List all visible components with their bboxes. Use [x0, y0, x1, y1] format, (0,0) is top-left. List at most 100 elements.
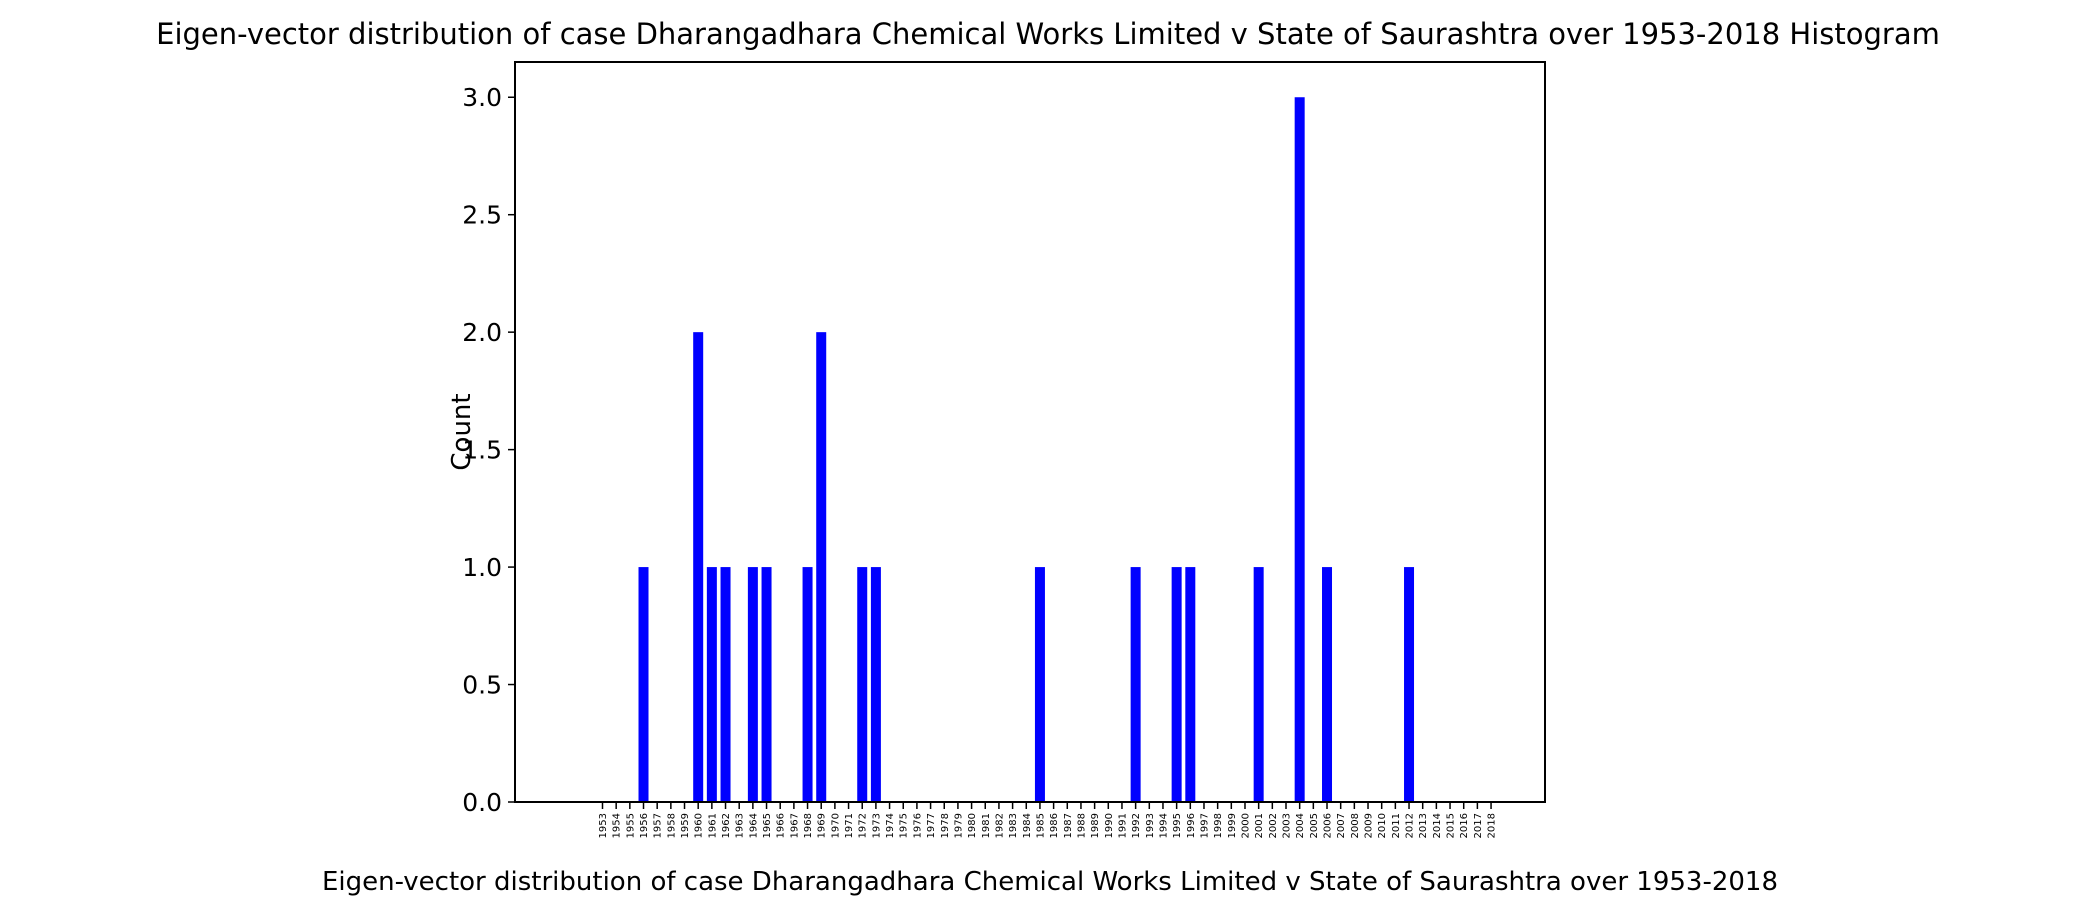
bar-2004: [1294, 97, 1305, 803]
bar-1964: [747, 567, 758, 802]
x-tick-label-1984: 1984: [1022, 813, 1033, 838]
x-tick-label-1970: 1970: [830, 813, 841, 838]
x-tick-label-1973: 1973: [871, 813, 882, 838]
x-tick-label-1980: 1980: [967, 813, 978, 838]
chart-title: Eigen-vector distribution of case Dharan…: [156, 17, 1940, 51]
x-tick-label-2005: 2005: [1309, 813, 1320, 838]
y-axis-ticks: 0.0 0.5 1.0 1.5 2.0 2.5 3.0: [462, 83, 515, 817]
x-tick-label-1982: 1982: [994, 813, 1005, 838]
x-tick-label-2002: 2002: [1268, 813, 1279, 838]
bar-1996: [1185, 567, 1196, 802]
bar-2001: [1253, 567, 1264, 802]
x-tick-label-1969: 1969: [817, 813, 828, 838]
x-tick-label-2000: 2000: [1240, 813, 1251, 838]
bar-2012: [1404, 567, 1415, 802]
x-tick-label-1957: 1957: [653, 813, 664, 838]
bar-1992: [1130, 567, 1141, 802]
bars-layer: [638, 97, 1415, 803]
x-tick-label-1983: 1983: [1008, 813, 1019, 838]
x-tick-label-1967: 1967: [789, 813, 800, 838]
x-tick-label-2004: 2004: [1295, 813, 1306, 838]
y-tick-label-0.0: 0.0: [462, 788, 502, 817]
x-tick-label-1987: 1987: [1063, 813, 1074, 838]
x-tick-label-1995: 1995: [1172, 813, 1183, 838]
y-tick-label-3.0: 3.0: [462, 83, 502, 112]
x-tick-label-1976: 1976: [912, 813, 923, 838]
x-tick-label-1992: 1992: [1131, 813, 1142, 838]
x-tick-label-1991: 1991: [1117, 813, 1128, 838]
bar-2006: [1322, 567, 1333, 802]
x-tick-label-2003: 2003: [1282, 813, 1293, 838]
y-tick-label-1.0: 1.0: [462, 553, 502, 582]
x-tick-label-1974: 1974: [885, 813, 896, 838]
bar-1995: [1171, 567, 1182, 802]
y-tick-label-2.0: 2.0: [462, 318, 502, 347]
y-tick-label-2.5: 2.5: [462, 201, 502, 230]
x-tick-label-1966: 1966: [776, 813, 787, 838]
x-tick-label-1996: 1996: [1186, 813, 1197, 838]
x-tick-label-2010: 2010: [1377, 813, 1388, 838]
x-tick-label-2016: 2016: [1459, 813, 1470, 838]
bar-1985: [1034, 567, 1045, 802]
x-tick-label-2012: 2012: [1405, 813, 1416, 838]
bar-1969: [816, 332, 827, 802]
plot-frame: [514, 61, 1546, 803]
x-tick-label-1988: 1988: [1076, 813, 1087, 838]
bar-1956: [638, 567, 649, 802]
bar-1965: [761, 567, 772, 802]
x-tick-label-1997: 1997: [1199, 813, 1210, 838]
x-axis-ticks: 1953 1954 1955 1956 1957 1958 1959 1960 1961 1962…: [598, 802, 1498, 838]
x-tick-label-1981: 1981: [981, 813, 992, 838]
x-tick-label-2017: 2017: [1473, 813, 1484, 838]
x-tick-label-1968: 1968: [803, 813, 814, 838]
bar-1968: [802, 567, 813, 802]
x-tick-label-1975: 1975: [899, 813, 910, 838]
bar-1960: [693, 332, 704, 802]
x-tick-label-2008: 2008: [1350, 813, 1361, 838]
x-tick-label-1965: 1965: [762, 813, 773, 838]
x-tick-label-1954: 1954: [612, 813, 623, 838]
x-tick-label-1978: 1978: [940, 813, 951, 838]
x-tick-label-2001: 2001: [1254, 813, 1265, 838]
x-tick-label-1999: 1999: [1227, 813, 1238, 838]
x-tick-label-1956: 1956: [639, 813, 650, 838]
bar-1962: [720, 567, 731, 802]
x-tick-label-1993: 1993: [1145, 813, 1156, 838]
bar-1973: [870, 567, 881, 802]
x-tick-label-1961: 1961: [707, 813, 718, 838]
x-tick-label-1985: 1985: [1035, 813, 1046, 838]
x-tick-label-1964: 1964: [748, 813, 759, 838]
y-tick-label-1.5: 1.5: [462, 436, 502, 465]
x-tick-label-1990: 1990: [1104, 813, 1115, 838]
x-tick-label-1972: 1972: [858, 813, 869, 838]
x-tick-label-2013: 2013: [1418, 813, 1429, 838]
x-tick-label-2014: 2014: [1432, 813, 1443, 838]
x-tick-label-2009: 2009: [1364, 813, 1375, 838]
x-tick-label-1962: 1962: [721, 813, 732, 838]
x-tick-label-1963: 1963: [735, 813, 746, 838]
x-axis-label: Eigen-vector distribution of case Dharan…: [322, 867, 1778, 897]
x-tick-label-2011: 2011: [1391, 813, 1402, 838]
x-tick-label-1977: 1977: [926, 813, 937, 838]
x-tick-label-2006: 2006: [1323, 813, 1334, 838]
x-tick-label-2015: 2015: [1446, 813, 1457, 838]
x-tick-label-2018: 2018: [1487, 813, 1498, 838]
y-tick-label-0.5: 0.5: [462, 671, 502, 700]
bar-1961: [706, 567, 717, 802]
x-tick-label-1955: 1955: [625, 813, 636, 838]
y-axis-label: Count: [447, 393, 477, 470]
x-tick-label-1989: 1989: [1090, 813, 1101, 838]
x-tick-label-1953: 1953: [598, 813, 609, 838]
x-tick-label-1958: 1958: [666, 813, 677, 838]
bar-1972: [857, 567, 868, 802]
x-tick-label-1979: 1979: [953, 813, 964, 838]
x-tick-label-1998: 1998: [1213, 813, 1224, 838]
x-tick-label-1971: 1971: [844, 813, 855, 838]
x-tick-label-1994: 1994: [1158, 813, 1169, 838]
x-tick-label-1959: 1959: [680, 813, 691, 838]
x-tick-label-1960: 1960: [694, 813, 705, 838]
x-tick-label-2007: 2007: [1336, 813, 1347, 838]
x-tick-label-1986: 1986: [1049, 813, 1060, 838]
